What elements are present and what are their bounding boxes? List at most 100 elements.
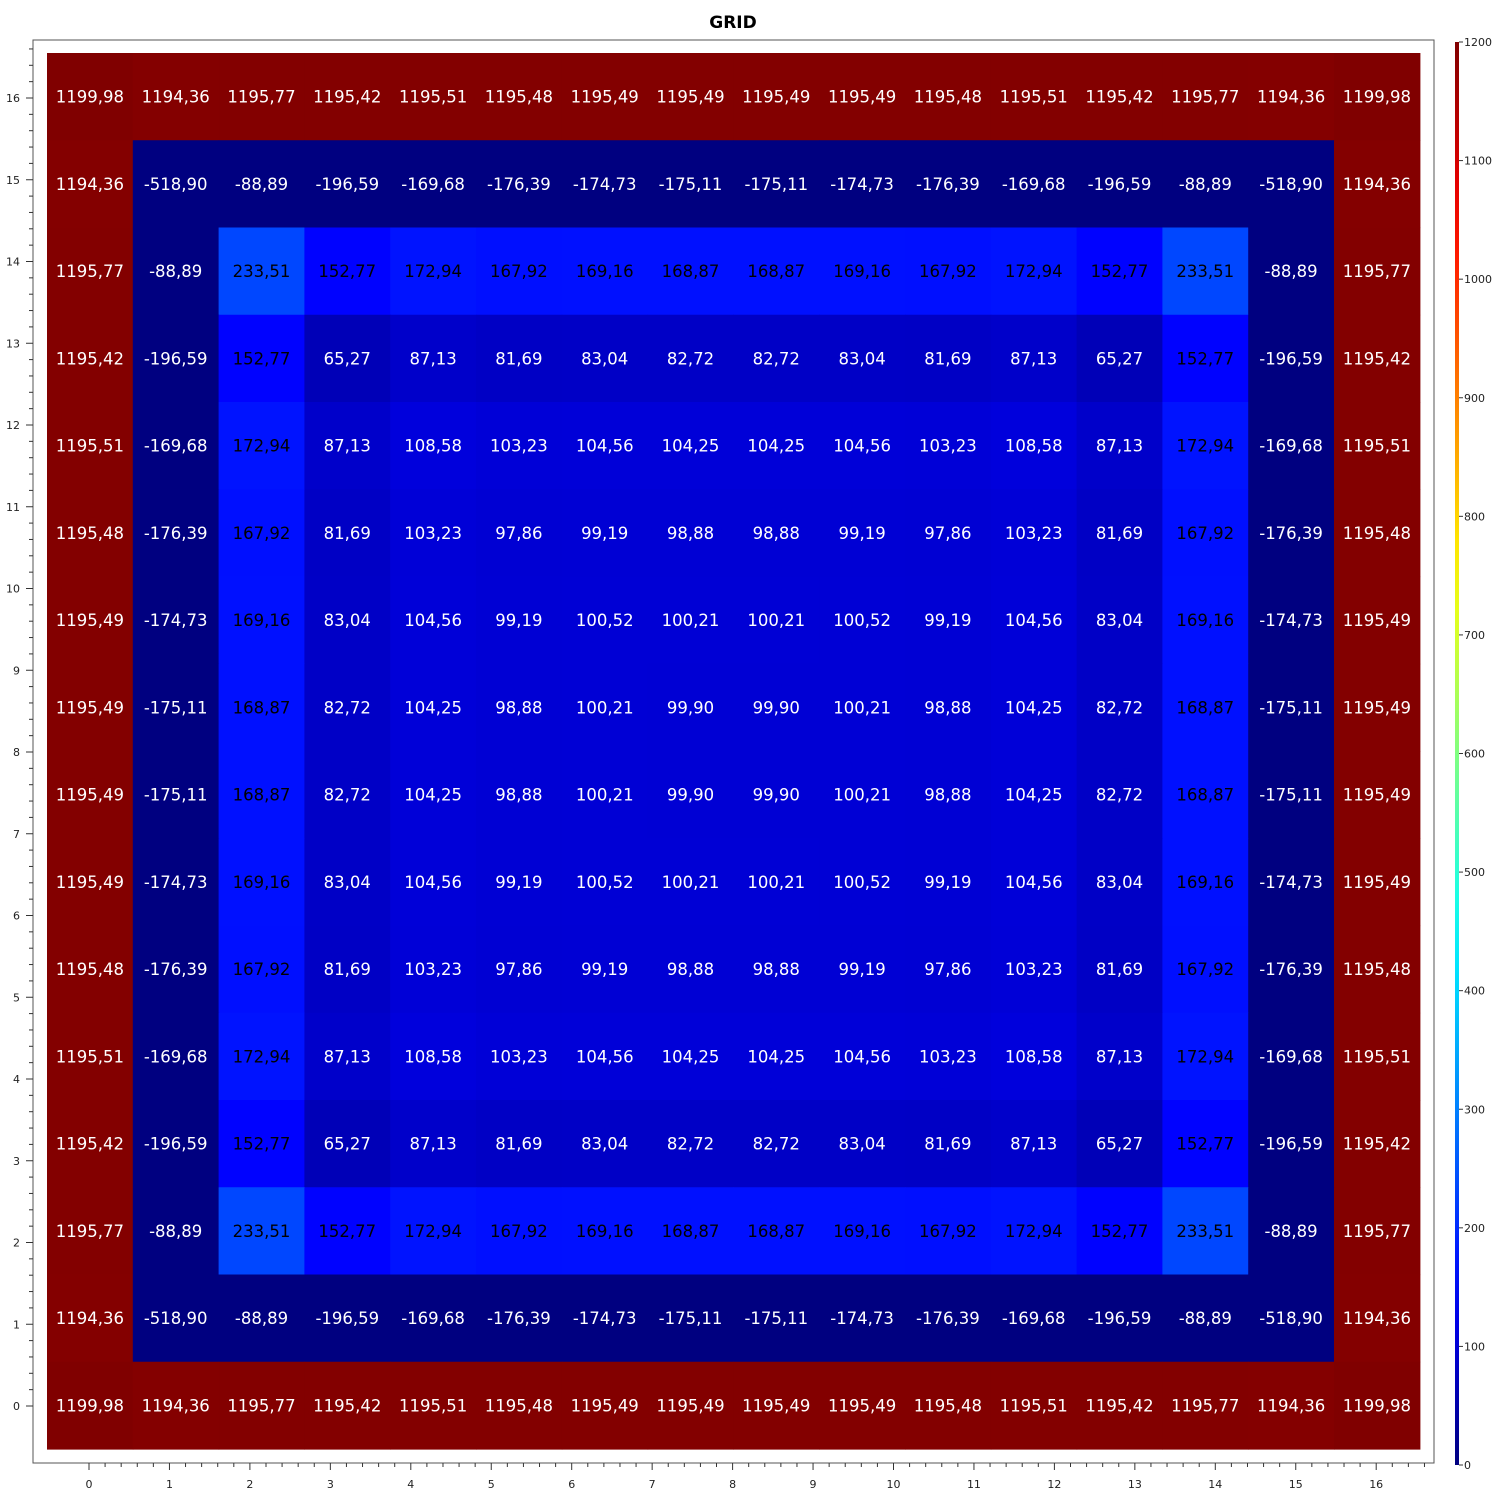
y-tick-label: 13 (6, 337, 20, 350)
heatmap-cell (304, 1187, 391, 1276)
heatmap-cell (390, 1100, 477, 1188)
y-tick-label: 0 (13, 1400, 20, 1413)
cell-value-label: 97,86 (924, 960, 971, 979)
heatmap-cell (1248, 314, 1335, 403)
heatmap-cell (905, 489, 992, 578)
cell-value-label: 99,19 (495, 611, 542, 630)
cell-value-label: 1195,49 (56, 786, 124, 805)
cell-value-label: 65,27 (324, 1135, 371, 1154)
heatmap-cell (990, 1012, 1078, 1101)
cell-value-label: 167,92 (233, 960, 291, 979)
cell-value-label: 169,16 (233, 873, 291, 892)
heatmap-cell (390, 53, 477, 141)
heatmap-cell (1162, 1361, 1249, 1450)
cell-value-label: 83,04 (581, 349, 628, 368)
heatmap-cell (1248, 53, 1335, 141)
heatmap-cell (733, 227, 820, 316)
colorbar-tick-label: 100 (1464, 1340, 1485, 1353)
cell-value-label: 82,72 (324, 698, 371, 717)
heatmap-cell (1076, 489, 1163, 578)
cell-value-label: 98,88 (495, 786, 542, 805)
cell-value-label: 1195,77 (56, 1222, 124, 1241)
heatmap-cell (1162, 1012, 1249, 1101)
heatmap-cell (905, 402, 992, 490)
cell-value-label: 103,23 (490, 1047, 548, 1066)
cell-value-label: 100,21 (747, 611, 805, 630)
cell-value-label: 99,90 (753, 786, 800, 805)
heatmap-cell (47, 489, 134, 578)
heatmap-cell (476, 925, 563, 1014)
heatmap-cell (390, 838, 477, 927)
cell-value-label: 168,87 (747, 262, 805, 281)
heatmap-cell (218, 314, 305, 403)
x-tick-label: 2 (246, 1478, 253, 1491)
cell-value-label: 1195,51 (399, 1396, 467, 1415)
cell-value-label: 1195,48 (1343, 524, 1411, 543)
cell-value-label: -196,59 (144, 1135, 208, 1154)
cell-value-label: 83,04 (324, 873, 371, 892)
heatmap-cell (647, 314, 734, 403)
cell-value-label: -175,11 (1259, 786, 1323, 805)
heatmap-cell (1162, 402, 1249, 490)
y-tick-label: 6 (13, 910, 20, 923)
cell-value-label: 167,92 (1176, 524, 1234, 543)
cell-value-label: 1195,48 (56, 524, 124, 543)
cell-value-label: -175,11 (659, 175, 723, 194)
heatmap-cell (304, 489, 391, 578)
x-tick-label: 1 (166, 1478, 173, 1491)
cell-value-label: -169,68 (401, 175, 465, 194)
cell-value-label: 1195,49 (56, 873, 124, 892)
y-tick-label: 3 (13, 1155, 20, 1168)
cell-value-label: 169,16 (833, 1222, 891, 1241)
cell-value-label: 167,92 (490, 262, 548, 281)
cell-value-label: -175,11 (144, 698, 208, 717)
cell-value-label: 104,25 (662, 1047, 720, 1066)
cell-value-label: 1195,42 (1085, 88, 1153, 107)
cell-value-label: 99,90 (753, 698, 800, 717)
cell-value-label: 168,87 (747, 1222, 805, 1241)
y-tick-label: 9 (13, 664, 20, 677)
heatmap-cell (1162, 227, 1249, 316)
cell-value-label: 167,92 (919, 262, 977, 281)
heatmap-cell (1162, 489, 1249, 578)
cell-value-label: -88,89 (1179, 175, 1232, 194)
cell-value-label: 104,56 (833, 437, 891, 456)
cell-value-label: -174,73 (144, 873, 208, 892)
heatmap-cell (218, 53, 305, 141)
heatmap-cell (647, 751, 734, 839)
cell-value-label: 104,25 (1005, 698, 1063, 717)
cell-value-label: 103,23 (1005, 524, 1063, 543)
colorbar-tick-label: 300 (1464, 1103, 1485, 1116)
heatmap-cell (1334, 1361, 1421, 1450)
heatmap-cell (1076, 402, 1163, 490)
heatmap-cell (47, 751, 134, 839)
heatmap-cell (390, 227, 477, 316)
cell-value-label: 152,77 (1091, 262, 1149, 281)
heatmap-cell (561, 1274, 649, 1363)
heatmap-cell (733, 1274, 820, 1363)
cell-value-label: -176,39 (144, 960, 208, 979)
heatmap-cell (733, 1187, 820, 1276)
cell-value-label: 103,23 (404, 960, 462, 979)
heatmap-cell (1334, 751, 1421, 839)
heatmap-cell (304, 1274, 391, 1363)
heatmap-cell (733, 925, 820, 1014)
cell-value-label: 103,23 (919, 437, 977, 456)
cell-value-label: 167,92 (490, 1222, 548, 1241)
heatmap-cell (476, 227, 563, 316)
cell-value-label: 1195,42 (56, 1135, 124, 1154)
cell-value-label: 1195,77 (1171, 88, 1239, 107)
heatmap-cell (304, 1361, 391, 1450)
cell-value-label: 172,94 (1176, 1047, 1234, 1066)
heatmap-cell (561, 140, 649, 229)
cell-value-label: 99,90 (667, 786, 714, 805)
heatmap-cell (819, 925, 906, 1014)
cell-value-label: 104,25 (404, 698, 462, 717)
heatmap-cell (733, 314, 820, 403)
heatmap-cell (733, 489, 820, 578)
cell-value-label: -518,90 (144, 1309, 208, 1328)
heatmap-cell (733, 751, 820, 839)
heatmap-cell (561, 1187, 649, 1276)
heatmap-cell (819, 1100, 906, 1188)
heatmap-cell (1076, 314, 1163, 403)
